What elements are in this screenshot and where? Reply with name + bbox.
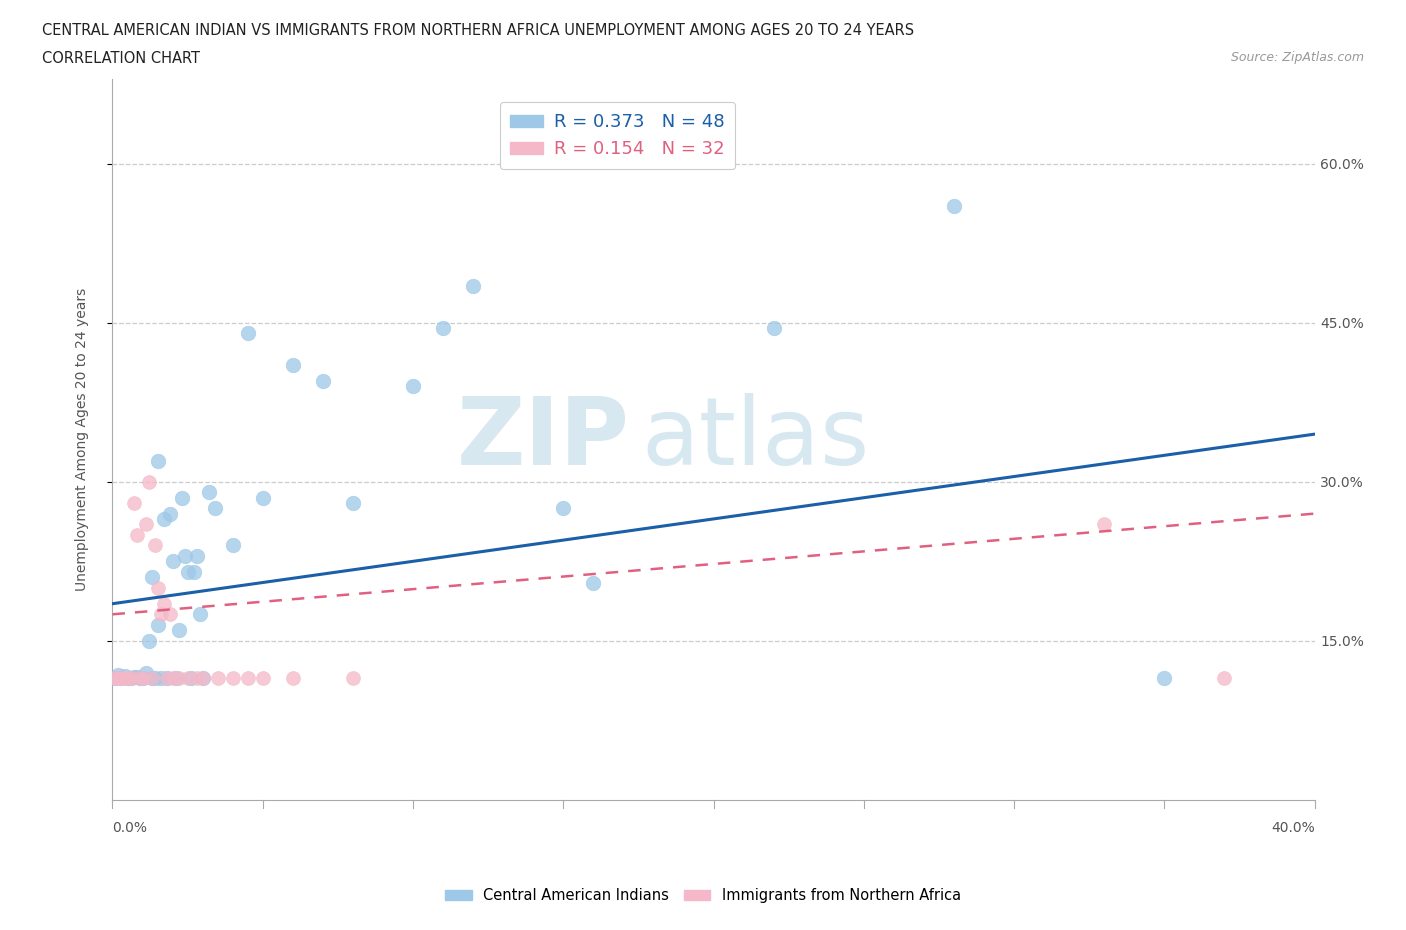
Point — [176, 565, 198, 579]
Y-axis label: Unemployment Among Ages 20 to 24 years: Unemployment Among Ages 20 to 24 years — [75, 287, 89, 591]
Point — [138, 474, 160, 489]
Point — [222, 671, 245, 685]
Point — [402, 379, 425, 394]
Point — [159, 506, 181, 521]
Point — [432, 321, 454, 336]
Point — [120, 671, 142, 685]
Text: CORRELATION CHART: CORRELATION CHART — [42, 51, 200, 66]
Point — [186, 671, 208, 685]
Point — [107, 671, 129, 685]
Point — [180, 671, 202, 685]
Point — [120, 671, 142, 685]
Point — [107, 668, 129, 683]
Point — [207, 671, 229, 685]
Point — [342, 496, 364, 511]
Text: Source: ZipAtlas.com: Source: ZipAtlas.com — [1230, 51, 1364, 64]
Point — [183, 565, 205, 579]
Point — [152, 512, 174, 526]
Point — [110, 671, 132, 685]
Point — [117, 671, 139, 685]
Point — [131, 671, 153, 685]
Point — [1092, 517, 1115, 532]
Point — [146, 453, 169, 468]
Point — [104, 671, 127, 685]
Point — [125, 527, 148, 542]
Point — [138, 633, 160, 648]
Point — [173, 549, 195, 564]
Point — [162, 554, 184, 569]
Point — [342, 671, 364, 685]
Point — [165, 671, 187, 685]
Point — [312, 374, 335, 389]
Point — [122, 670, 145, 684]
Point — [152, 596, 174, 611]
Point — [204, 501, 226, 516]
Legend: Central American Indians, Immigrants from Northern Africa: Central American Indians, Immigrants fro… — [440, 882, 966, 909]
Point — [149, 671, 172, 685]
Point — [188, 607, 211, 622]
Point — [149, 607, 172, 622]
Text: atlas: atlas — [641, 393, 870, 485]
Point — [236, 326, 259, 341]
Point — [582, 575, 605, 590]
Point — [114, 671, 136, 685]
Point — [135, 517, 157, 532]
Text: 40.0%: 40.0% — [1271, 821, 1315, 835]
Point — [128, 671, 150, 685]
Point — [114, 669, 136, 684]
Point — [167, 623, 190, 638]
Point — [252, 671, 274, 685]
Point — [167, 671, 190, 685]
Point — [197, 485, 219, 499]
Point — [146, 580, 169, 595]
Point — [135, 665, 157, 680]
Point — [104, 671, 127, 685]
Point — [281, 671, 304, 685]
Point — [131, 671, 153, 685]
Point — [117, 671, 139, 685]
Point — [176, 671, 198, 685]
Point — [122, 496, 145, 511]
Point — [155, 671, 177, 685]
Point — [222, 538, 245, 552]
Point — [159, 607, 181, 622]
Point — [191, 671, 214, 685]
Point — [110, 671, 132, 685]
Point — [146, 618, 169, 632]
Text: ZIP: ZIP — [457, 393, 630, 485]
Point — [942, 199, 965, 214]
Point — [141, 671, 163, 685]
Point — [186, 549, 208, 564]
Point — [125, 670, 148, 684]
Point — [141, 671, 163, 685]
Legend: R = 0.373   N = 48, R = 0.154   N = 32: R = 0.373 N = 48, R = 0.154 N = 32 — [499, 102, 735, 169]
Point — [252, 490, 274, 505]
Point — [143, 671, 166, 685]
Point — [461, 278, 484, 293]
Point — [155, 671, 177, 685]
Point — [143, 538, 166, 552]
Point — [1153, 671, 1175, 685]
Text: 0.0%: 0.0% — [112, 821, 148, 835]
Point — [281, 358, 304, 373]
Point — [128, 671, 150, 685]
Point — [170, 490, 193, 505]
Point — [141, 570, 163, 585]
Point — [553, 501, 575, 516]
Point — [236, 671, 259, 685]
Point — [762, 321, 785, 336]
Point — [191, 671, 214, 685]
Text: CENTRAL AMERICAN INDIAN VS IMMIGRANTS FROM NORTHERN AFRICA UNEMPLOYMENT AMONG AG: CENTRAL AMERICAN INDIAN VS IMMIGRANTS FR… — [42, 23, 914, 38]
Point — [162, 671, 184, 685]
Point — [1213, 671, 1236, 685]
